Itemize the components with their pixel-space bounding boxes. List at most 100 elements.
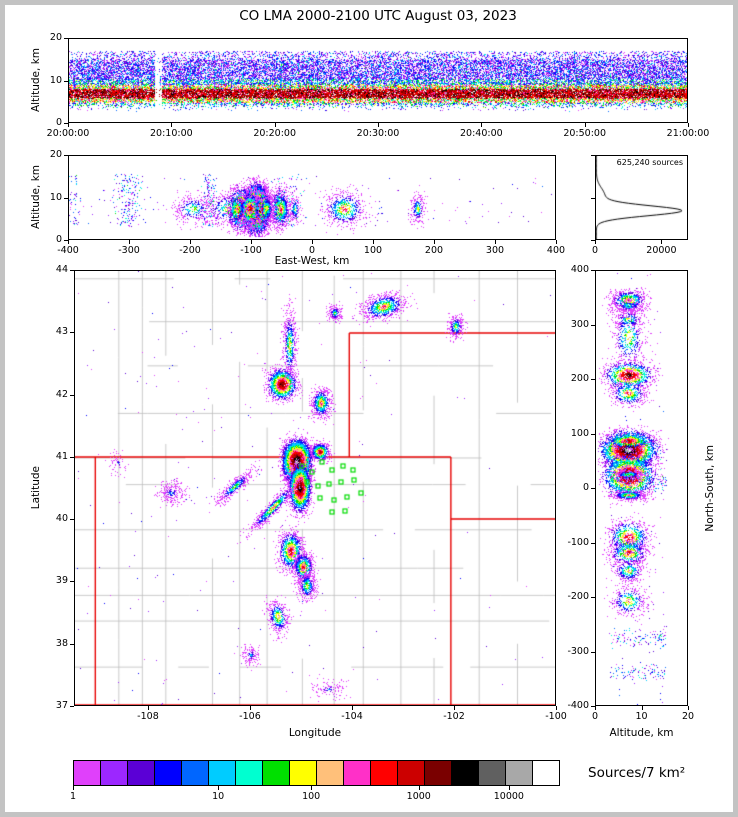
- figure-title: CO LMA 2000-2100 UTC August 03, 2023: [239, 8, 517, 24]
- plan-view-map-canvas: [75, 271, 555, 705]
- ns-cross-section-panel: [595, 270, 688, 706]
- colorbar-segment: [127, 761, 154, 785]
- x-tick-label: 200: [424, 245, 444, 256]
- y-tick-label: -300: [567, 645, 589, 657]
- tick-mark: [591, 240, 595, 241]
- map-xlabel: Longitude: [288, 727, 342, 739]
- tick-mark: [378, 123, 379, 127]
- x-tick-label: -100: [240, 245, 262, 256]
- colorbar-segment: [505, 761, 532, 785]
- x-tick-label: 20: [681, 711, 695, 722]
- x-tick-label: 400: [546, 245, 566, 256]
- x-tick-label: -400: [57, 245, 79, 256]
- tick-mark: [218, 786, 220, 790]
- colorbar-segment: [424, 761, 451, 785]
- x-tick-label: 300: [485, 245, 505, 256]
- tick-mark: [351, 706, 353, 710]
- tick-mark: [591, 542, 595, 544]
- y-tick-label: 100: [570, 427, 589, 439]
- colorbar-segment: [532, 761, 559, 785]
- x-tick-label: 20:20:00: [253, 128, 296, 139]
- colorbar-segment: [154, 761, 181, 785]
- source-count-annotation: 625,240 sources: [616, 158, 683, 167]
- colorbar-segment: [451, 761, 478, 785]
- y-tick-label: 10: [49, 191, 62, 203]
- tick-mark: [249, 706, 251, 710]
- y-tick-label: -400: [567, 699, 589, 711]
- tick-mark: [595, 706, 596, 710]
- tick-mark: [688, 123, 689, 127]
- x-tick-label: -108: [137, 711, 159, 722]
- x-tick-label: 0: [591, 711, 599, 722]
- tick-mark: [556, 706, 557, 710]
- tick-mark: [661, 240, 663, 244]
- y-tick-label: 44: [55, 263, 68, 275]
- tick-mark: [274, 123, 276, 127]
- tick-mark: [68, 240, 69, 244]
- map-ylabel-text: Latitude: [30, 466, 42, 510]
- colorbar-segment: [289, 761, 316, 785]
- colorbar: [73, 760, 560, 786]
- tick-mark: [591, 379, 595, 380]
- time-height-canvas: [69, 39, 687, 122]
- ns-cross-section-canvas: [596, 271, 687, 705]
- tick-mark: [556, 240, 557, 244]
- tick-mark: [481, 123, 483, 127]
- x-tick-label: -300: [118, 245, 140, 256]
- tick-mark: [591, 155, 595, 156]
- x-tick-label: -104: [341, 711, 363, 722]
- y-tick-label: 42: [55, 388, 68, 400]
- colorbar-segment: [262, 761, 289, 785]
- y-tick-label: 39: [55, 575, 68, 587]
- tick-mark: [595, 240, 596, 244]
- x-tick-label: -200: [179, 245, 201, 256]
- tick-mark: [190, 240, 191, 244]
- tick-mark: [312, 240, 313, 244]
- altitude-histogram-canvas: [596, 156, 687, 239]
- tick-mark: [591, 597, 595, 598]
- y-tick-label: -200: [567, 590, 589, 602]
- y-tick-label: 300: [570, 318, 589, 330]
- x-tick-label: 100: [363, 245, 383, 256]
- tick-mark: [64, 123, 68, 124]
- colorbar-label: Sources/7 km²: [588, 765, 686, 781]
- tick-mark: [495, 240, 496, 244]
- tick-mark: [591, 197, 595, 199]
- altitude-histogram-panel: [595, 155, 688, 240]
- y-tick-label: 0: [55, 116, 62, 128]
- ns-xlabel: Altitude, km: [609, 727, 674, 739]
- tick-mark: [251, 240, 252, 244]
- colorbar-segment: [235, 761, 262, 785]
- colorbar-segment: [100, 761, 127, 785]
- tick-mark: [64, 80, 68, 82]
- tick-mark: [591, 706, 595, 707]
- tick-mark: [591, 651, 595, 653]
- x-tick-label: 20:00:00: [46, 128, 90, 139]
- ns-ylabel: North-South, km: [702, 270, 718, 706]
- tick-mark: [434, 240, 435, 244]
- tick-mark: [591, 324, 595, 326]
- tick-mark: [311, 786, 313, 790]
- x-tick-label: 10: [635, 711, 648, 722]
- tick-mark: [70, 643, 74, 645]
- y-tick-label: 20: [49, 31, 62, 43]
- colorbar-segment: [397, 761, 424, 785]
- x-tick-label: 1: [69, 791, 77, 802]
- x-tick-label: 21:00:00: [666, 128, 710, 139]
- plan-view-map-panel: [74, 270, 556, 706]
- x-tick-label: -106: [239, 711, 261, 722]
- x-tick-label: -100: [545, 711, 567, 722]
- x-tick-label: 10000: [493, 791, 524, 802]
- x-tick-label: 0: [308, 245, 316, 256]
- tick-mark: [418, 786, 420, 790]
- tick-mark: [591, 270, 595, 271]
- y-tick-label: 0: [582, 481, 589, 493]
- x-tick-label: 20:50:00: [563, 128, 606, 139]
- tick-mark: [453, 706, 455, 710]
- y-tick-label: 10: [49, 74, 62, 86]
- colorbar-segment: [208, 761, 235, 785]
- tick-mark: [171, 123, 173, 127]
- ew-xlabel: East-West, km: [274, 255, 350, 267]
- x-tick-label: 10: [212, 791, 225, 802]
